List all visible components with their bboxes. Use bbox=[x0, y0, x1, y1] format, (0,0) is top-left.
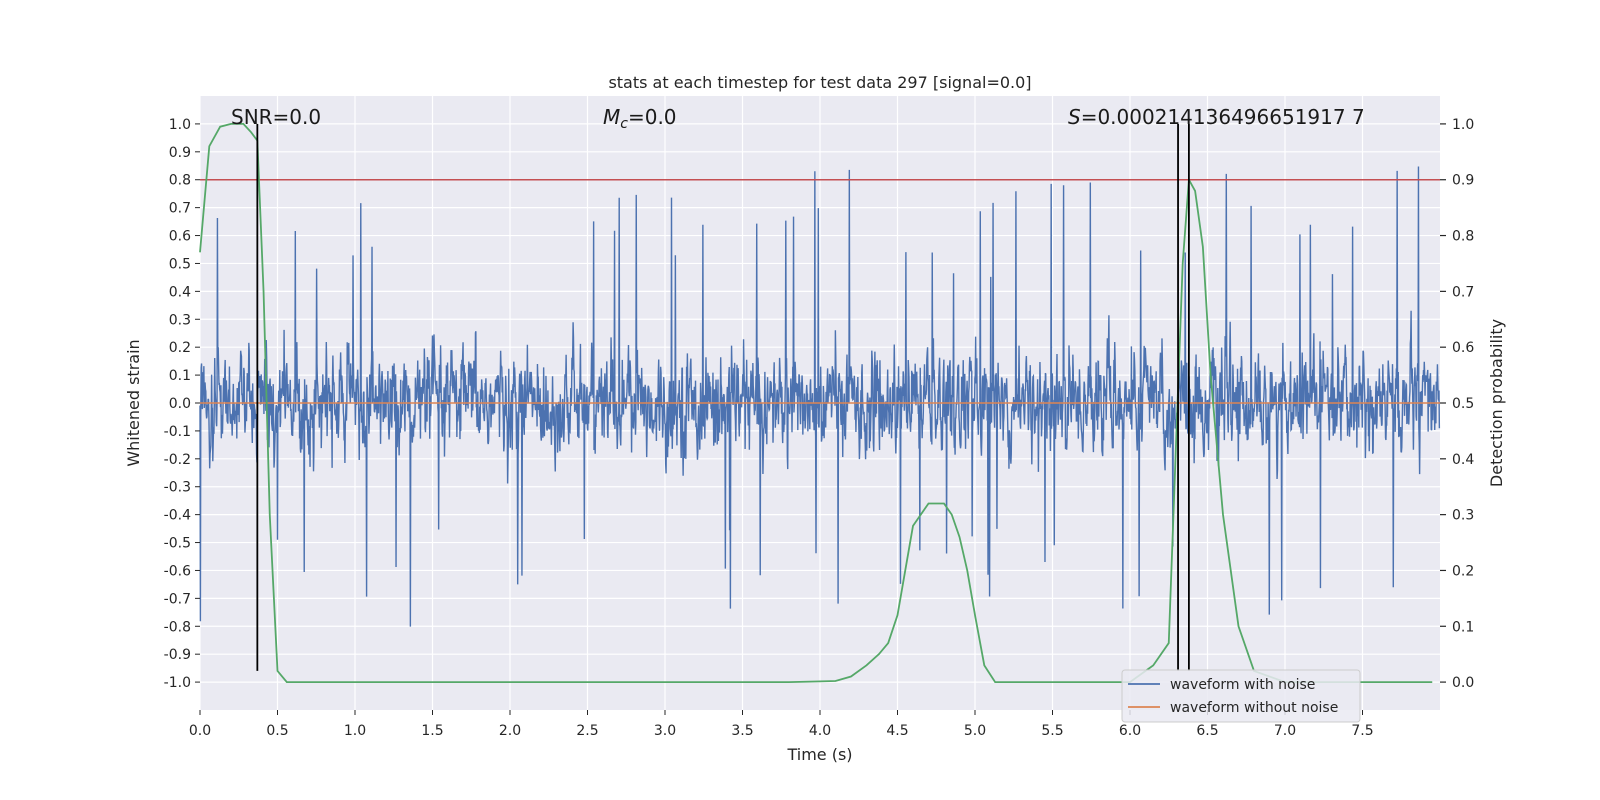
x-tick-label: 7.0 bbox=[1274, 723, 1296, 739]
x-tick-label: 4.5 bbox=[886, 723, 908, 739]
y2-tick-label: 0.7 bbox=[1452, 284, 1474, 300]
x-tick-label: 1.5 bbox=[421, 723, 443, 739]
y2-tick-label: 0.0 bbox=[1452, 675, 1474, 691]
y-tick-label: 0.7 bbox=[169, 201, 191, 217]
annotation-mc-symbol: M bbox=[603, 105, 620, 129]
x-tick-label: 5.5 bbox=[1041, 723, 1063, 739]
x-tick-label: 4.0 bbox=[809, 723, 831, 739]
x-tick-label: 6.5 bbox=[1196, 723, 1218, 739]
y-tick-label: -0.2 bbox=[164, 452, 191, 468]
y-tick-label: -0.4 bbox=[164, 508, 191, 524]
y-tick-label: 0.5 bbox=[169, 256, 191, 272]
y-tick-label: -0.1 bbox=[164, 424, 191, 440]
annotation-mc: Mc=0.0 bbox=[603, 105, 677, 132]
y-tick-label: 1.0 bbox=[169, 117, 191, 133]
x-axis-label: Time (s) bbox=[786, 745, 852, 764]
legend-box bbox=[1121, 669, 1361, 723]
detection-probability-series bbox=[199, 123, 1433, 683]
annotation-s-symbol: S bbox=[1068, 105, 1081, 129]
y-axis-right: 0.0 0.1 0.2 0.3 0.4 0.5 0.6 0.7 0.8 0.9 1.0 bbox=[1440, 117, 1474, 691]
y2-tick-label: 0.3 bbox=[1452, 508, 1474, 524]
annotation-snr: SNR=0.0 bbox=[231, 105, 321, 129]
legend-label-noise: waveform with noise bbox=[1170, 677, 1315, 693]
y2-tick-label: 0.2 bbox=[1452, 563, 1474, 579]
x-tick-label: 2.0 bbox=[499, 723, 521, 739]
x-tick-label: 3.0 bbox=[654, 723, 676, 739]
vertical-markers bbox=[256, 123, 1190, 671]
y-axis-label: Whitened strain bbox=[124, 339, 143, 466]
y-tick-label: -0.8 bbox=[164, 619, 191, 635]
y2-tick-label: 0.1 bbox=[1452, 619, 1474, 635]
y-tick-label: -1.0 bbox=[164, 675, 191, 691]
x-tick-label: 5.0 bbox=[964, 723, 986, 739]
y-tick-label: 0.8 bbox=[169, 173, 191, 189]
y-tick-label: 0.2 bbox=[169, 340, 191, 356]
y2-tick-label: 0.4 bbox=[1452, 452, 1474, 468]
x-axis: 0.0 0.5 1.0 1.5 2.0 2.5 3.0 3.5 4.0 4.5 5.0 5.5 6.0 6… bbox=[189, 710, 1374, 739]
y-tick-label: 0.3 bbox=[169, 312, 191, 328]
legend-label-clean: waveform without noise bbox=[1170, 700, 1338, 716]
y-tick-label: 0.1 bbox=[169, 368, 191, 384]
y-axis-left: -1.0 -0.9 -0.8 -0.7 -0.6 -0.5 -0.4 -0.3 -0.2 -0.1… bbox=[164, 117, 200, 691]
y-tick-label: 0.6 bbox=[169, 229, 191, 245]
y-tick-label: -0.6 bbox=[164, 563, 191, 579]
annotation-s-value: =0.000214136496651917 7 bbox=[1081, 105, 1365, 129]
y-tick-label: -0.5 bbox=[164, 536, 191, 552]
noisy-waveform-series bbox=[199, 166, 1441, 627]
x-tick-label: 1.0 bbox=[344, 723, 366, 739]
y-tick-label: 0.9 bbox=[169, 145, 191, 161]
x-tick-label: 6.0 bbox=[1119, 723, 1141, 739]
x-tick-label: 2.5 bbox=[576, 723, 598, 739]
y-tick-label: 0.0 bbox=[169, 396, 191, 412]
legend: waveform with noise waveform without noi… bbox=[1121, 669, 1361, 723]
y-tick-label: 0.4 bbox=[169, 284, 191, 300]
y2-tick-label: 1.0 bbox=[1452, 117, 1474, 133]
y2-tick-label: 0.9 bbox=[1452, 173, 1474, 189]
x-tick-label: 7.5 bbox=[1351, 723, 1373, 739]
y2-tick-label: 0.5 bbox=[1452, 396, 1474, 412]
y2-tick-label: 0.6 bbox=[1452, 340, 1474, 356]
chart-title: stats at each timestep for test data 297… bbox=[608, 73, 1031, 92]
annotation-mc-value: =0.0 bbox=[628, 105, 677, 129]
detection-probability-line bbox=[199, 123, 1433, 683]
y2-tick-label: 0.8 bbox=[1452, 229, 1474, 245]
noisy-waveform-line bbox=[199, 166, 1441, 627]
x-tick-label: 0.5 bbox=[266, 723, 288, 739]
x-tick-label: 3.5 bbox=[731, 723, 753, 739]
y2-axis-label: Detection probability bbox=[1487, 319, 1506, 487]
annotation-s: S=0.000214136496651917 7 bbox=[1068, 105, 1365, 129]
y-tick-label: -0.3 bbox=[164, 480, 191, 496]
x-tick-label: 0.0 bbox=[189, 723, 211, 739]
annotation-mc-subscript: c bbox=[620, 116, 628, 132]
y-tick-label: -0.7 bbox=[164, 591, 191, 607]
clean-waveform-series bbox=[200, 178, 1440, 404]
y-tick-label: -0.9 bbox=[164, 647, 191, 663]
